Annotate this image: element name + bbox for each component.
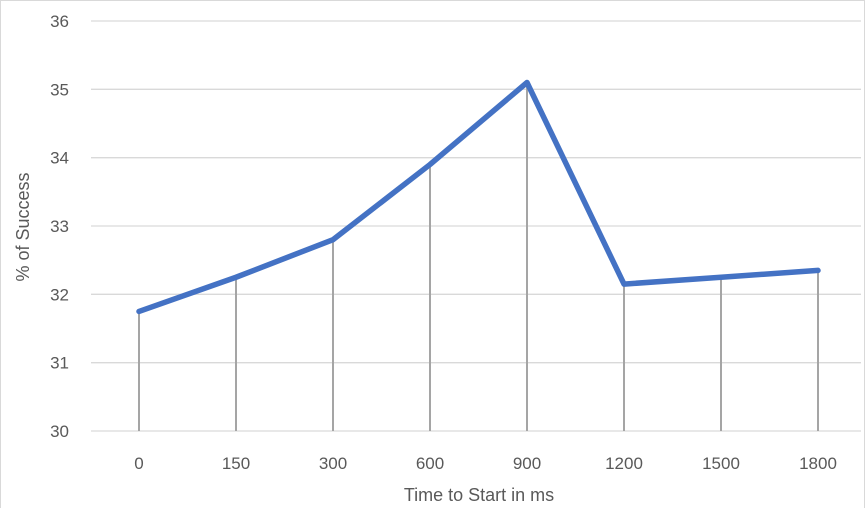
x-axis-title: Time to Start in ms: [404, 485, 554, 505]
y-tick-label: 35: [50, 80, 69, 99]
y-axis-title: % of Success: [13, 172, 33, 281]
y-tick-label: 34: [50, 149, 69, 168]
x-tick-label: 900: [513, 454, 541, 473]
x-tick-label: 1800: [799, 454, 837, 473]
data-point: [719, 275, 723, 280]
x-tick-label: 600: [416, 454, 444, 473]
data-point: [137, 309, 141, 314]
series-layer: [136, 79, 821, 315]
x-tick-label: 300: [319, 454, 347, 473]
gridlines: [91, 20, 861, 432]
y-tick-label: 36: [50, 12, 69, 31]
data-point: [234, 275, 238, 280]
y-tick-label: 32: [50, 285, 69, 304]
data-point: [525, 80, 529, 85]
y-tick-label: 33: [50, 217, 69, 236]
x-tick-label: 0: [134, 454, 143, 473]
data-point: [816, 268, 820, 273]
drop-lines: [138, 82, 819, 431]
x-tick-label: 1200: [605, 454, 643, 473]
x-tick-label: 1500: [702, 454, 740, 473]
data-point: [331, 237, 335, 242]
y-tick-labels: 30 31 32 33 34 35 36: [50, 12, 69, 441]
y-tick-label: 30: [50, 422, 69, 441]
series-line: [136, 79, 821, 315]
x-tick-label: 150: [222, 454, 250, 473]
y-tick-label: 31: [50, 354, 69, 373]
data-point: [428, 162, 432, 167]
data-point: [622, 282, 626, 287]
x-tick-labels: 0 150 300 600 900 1200 1500 1800: [134, 454, 837, 473]
